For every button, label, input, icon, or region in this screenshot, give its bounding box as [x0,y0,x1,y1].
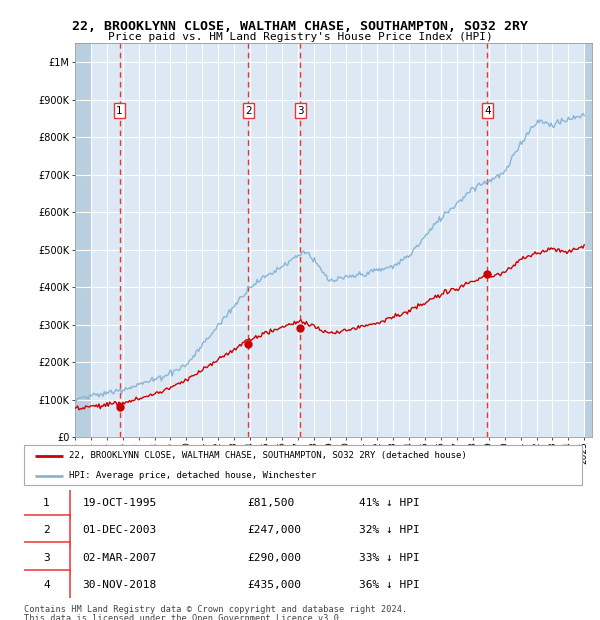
Text: HPI: Average price, detached house, Winchester: HPI: Average price, detached house, Winc… [68,471,316,480]
Text: Contains HM Land Registry data © Crown copyright and database right 2024.: Contains HM Land Registry data © Crown c… [24,604,407,614]
Text: 02-MAR-2007: 02-MAR-2007 [83,552,157,562]
Text: 2: 2 [245,106,252,116]
Text: 01-DEC-2003: 01-DEC-2003 [83,526,157,536]
Text: 22, BROOKLYNN CLOSE, WALTHAM CHASE, SOUTHAMPTON, SO32 2RY (detached house): 22, BROOKLYNN CLOSE, WALTHAM CHASE, SOUT… [68,451,466,460]
Text: 2: 2 [43,526,50,536]
Text: 19-OCT-1995: 19-OCT-1995 [83,498,157,508]
Text: 32% ↓ HPI: 32% ↓ HPI [359,526,419,536]
Text: 1: 1 [116,106,123,116]
Text: 4: 4 [484,106,491,116]
Text: 1: 1 [43,498,50,508]
Text: 30-NOV-2018: 30-NOV-2018 [83,580,157,590]
FancyBboxPatch shape [24,445,582,485]
FancyBboxPatch shape [23,488,70,518]
Text: 3: 3 [43,552,50,562]
Text: 33% ↓ HPI: 33% ↓ HPI [359,552,419,562]
FancyBboxPatch shape [23,542,70,573]
Text: This data is licensed under the Open Government Licence v3.0.: This data is licensed under the Open Gov… [24,614,344,620]
Text: 4: 4 [43,580,50,590]
FancyBboxPatch shape [23,515,70,546]
Text: Price paid vs. HM Land Registry's House Price Index (HPI): Price paid vs. HM Land Registry's House … [107,32,493,42]
Text: 41% ↓ HPI: 41% ↓ HPI [359,498,419,508]
Text: £247,000: £247,000 [247,526,301,536]
Text: 3: 3 [297,106,304,116]
Bar [584,43,592,437]
Text: £81,500: £81,500 [247,498,295,508]
Text: £290,000: £290,000 [247,552,301,562]
Text: £435,000: £435,000 [247,580,301,590]
Bar [75,43,91,437]
Text: 36% ↓ HPI: 36% ↓ HPI [359,580,419,590]
Text: 22, BROOKLYNN CLOSE, WALTHAM CHASE, SOUTHAMPTON, SO32 2RY: 22, BROOKLYNN CLOSE, WALTHAM CHASE, SOUT… [72,20,528,33]
FancyBboxPatch shape [23,570,70,600]
